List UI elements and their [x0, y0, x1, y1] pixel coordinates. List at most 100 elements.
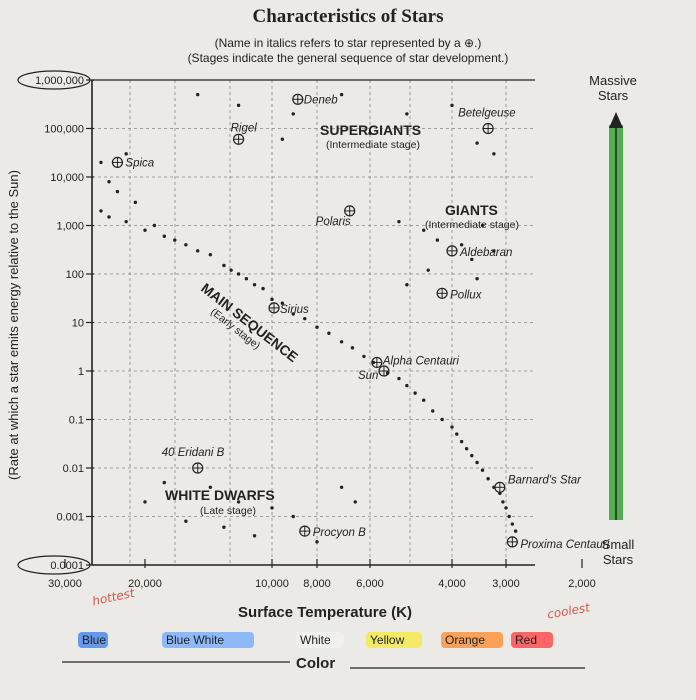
star-dot — [470, 453, 474, 458]
star-dot — [507, 514, 511, 519]
star-dot — [475, 277, 479, 281]
chart-subtitle-2: (Stages indicate the general sequence of… — [187, 51, 509, 65]
named-star-label: Polaris — [316, 216, 351, 228]
color-name: Blue — [82, 633, 106, 647]
star-dot — [208, 252, 213, 257]
named-star-label: Rigel — [231, 122, 258, 134]
named-star-label: Aldebaran — [459, 247, 512, 259]
y-tick-label: 1,000,000 — [35, 75, 84, 87]
region-stage: (Late stage) — [200, 505, 256, 517]
y-tick-circle — [17, 555, 91, 575]
star-dot — [413, 391, 417, 395]
star-dot — [315, 540, 319, 544]
color-name: Orange — [445, 633, 485, 647]
region-group: MAIN SEQUENCE(Early stage) — [198, 280, 301, 365]
chart-title: Characteristics of Stars — [252, 6, 444, 27]
star-dot — [327, 331, 331, 335]
star-dot — [107, 215, 111, 219]
star-dot — [431, 409, 435, 413]
color-name: White — [300, 633, 331, 647]
star-dot — [229, 268, 233, 272]
y-tick-label: 1,000 — [56, 221, 84, 233]
mass-arrow — [609, 112, 623, 520]
x-tick-label: 30,000 — [48, 578, 82, 590]
color-swatch — [78, 632, 108, 648]
named-star-label: Barnard's Star — [508, 474, 582, 486]
y-axis-label: (Rate at which a star emits energy relat… — [6, 170, 21, 480]
star-dot — [435, 238, 440, 242]
y-tick-label: 10,000 — [50, 172, 84, 184]
star-dot — [280, 301, 285, 305]
star-dot — [162, 234, 167, 238]
star-dot — [133, 200, 138, 205]
color-swatch — [162, 632, 254, 648]
star-dot — [252, 283, 257, 287]
star-dot — [459, 439, 464, 444]
star-dot — [339, 92, 344, 97]
star-dot — [470, 257, 474, 262]
x-tick-label: 4,000 — [438, 578, 466, 590]
star-dot — [236, 103, 241, 108]
star-dot — [397, 376, 401, 381]
star-dot — [280, 137, 285, 141]
star-dot — [339, 340, 344, 344]
star-dot — [422, 398, 426, 402]
star-dot — [196, 92, 200, 97]
named-star-label: 40 Eridani B — [162, 447, 225, 459]
named-star-label: Sun — [358, 370, 378, 382]
y-tick-label: 1 — [78, 366, 84, 378]
star-dot — [501, 500, 505, 504]
star-dot — [99, 160, 103, 165]
star-dot — [397, 219, 401, 224]
y-tick-circle — [17, 70, 91, 90]
star-dot — [475, 141, 479, 145]
star-dot — [208, 485, 213, 490]
star-dot — [184, 519, 188, 523]
star-dot — [426, 268, 430, 272]
star-dot — [368, 131, 372, 135]
x-tick-label: 20,000 — [128, 578, 162, 590]
mass-arrow-head — [609, 112, 623, 128]
star-dot — [291, 112, 295, 116]
star-dot — [115, 189, 120, 194]
x-tick-label: 10,000 — [255, 578, 289, 590]
region-group: WHITE DWARFS (Late stage) — [165, 487, 275, 517]
star-dot — [303, 316, 307, 321]
x-axis-label: Surface Temperature (K) — [238, 604, 412, 621]
color-swatch — [441, 632, 503, 648]
star-dot — [339, 485, 344, 490]
star-dot — [236, 272, 241, 276]
star-dot — [184, 243, 188, 247]
x-tick-label: 3,000 — [492, 578, 520, 590]
star-dot — [510, 522, 515, 526]
region-group: GIANTS(Intermediate stage) — [425, 202, 519, 231]
star-dot — [513, 529, 518, 533]
star-dot — [475, 460, 479, 465]
star-dot — [291, 514, 295, 519]
region-name: WHITE DWARFS — [165, 487, 275, 503]
massive-stars-label: Massive Stars — [589, 73, 637, 103]
star-dot — [270, 506, 274, 510]
star-dot — [350, 346, 355, 350]
star-dot — [480, 223, 485, 228]
star-dot — [173, 238, 177, 242]
star-dot — [222, 263, 226, 268]
color-axis-label: Color — [296, 655, 336, 672]
star-dot — [405, 112, 409, 116]
star-dot — [222, 525, 226, 529]
x-tick-label: 2,000 — [568, 578, 596, 590]
star-dot — [450, 103, 454, 108]
y-tick-label: 10 — [72, 318, 84, 330]
star-dot — [464, 446, 469, 451]
named-star-label: Sirius — [280, 304, 309, 316]
star-dot — [504, 506, 508, 510]
named-stars: Deneb Betelgeuse Rigel Spica Polaris Aldebara… — [111, 93, 610, 551]
star-dot — [492, 249, 496, 253]
star-dot — [196, 249, 200, 253]
chart-ticks: 1,000,000 100,000 10,000 1,000 100 10 1 0.1 0.01… — [17, 70, 596, 590]
region-name: SUPERGIANTS — [320, 122, 421, 138]
star-dot — [107, 180, 111, 184]
star-dot — [270, 297, 274, 302]
star-dot — [143, 228, 147, 232]
